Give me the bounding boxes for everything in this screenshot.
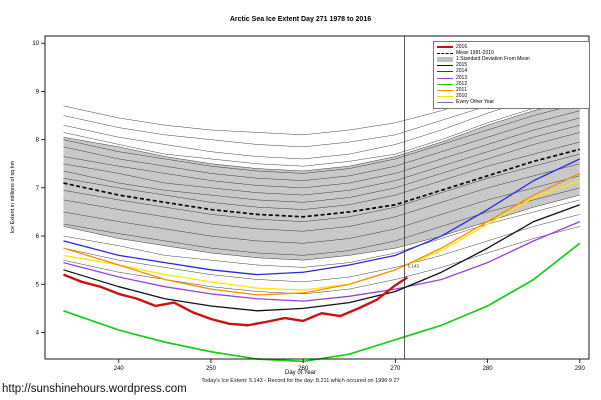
- legend-label: 2015: [456, 62, 468, 69]
- other-year-line: [63, 163, 580, 232]
- series-2013: [63, 221, 581, 302]
- series-2012: [63, 242, 581, 363]
- other-year-line: [63, 153, 580, 222]
- std-dev-band: [63, 98, 580, 261]
- legend-entry-2016: 2016: [437, 44, 586, 50]
- other-year-line: [63, 214, 580, 283]
- legend-entry-2012: 2012: [437, 81, 586, 87]
- legend-label: 2010: [456, 93, 468, 100]
- y-tick-label: 6: [36, 234, 40, 240]
- legend-entry-2014: 2014: [437, 69, 586, 75]
- legend-swatch: [437, 89, 453, 91]
- other-year-line: [63, 103, 580, 174]
- current-value-label: 5.143: [408, 263, 420, 268]
- legend-swatch: [437, 56, 453, 62]
- std-dev-upper-edge: [63, 98, 580, 172]
- legend-label: 1 Standard Deviation From Mean: [456, 55, 530, 62]
- legend-label: 2016: [456, 43, 468, 50]
- x-tick-label: 270: [390, 366, 401, 372]
- series-2016: [63, 273, 409, 327]
- y-tick-label: 7: [36, 186, 40, 192]
- legend-entry-2011: 2011: [437, 87, 586, 93]
- legend-entry-mean-1981-2010: Mean 1981-2010: [437, 50, 586, 56]
- legend-swatch: [437, 65, 453, 67]
- x-axis-label: Day of Year: [284, 370, 317, 376]
- other-year-line: [63, 141, 580, 210]
- y-tick-label: 9: [36, 89, 40, 95]
- other-year-line: [63, 199, 580, 268]
- other-year-line: [63, 110, 580, 181]
- legend-swatch: [437, 83, 453, 85]
- legend-entry-every-other-year: Every Other Year: [437, 100, 586, 106]
- legend-entry-2010: 2010: [437, 94, 586, 100]
- x-tick-label: 280: [483, 366, 494, 372]
- other-year-line: [63, 86, 580, 160]
- other-year-line: [63, 175, 580, 244]
- series-2015: [63, 204, 581, 312]
- chart-title: Arctic Sea Ice Extent Day 271 1978 to 20…: [229, 16, 372, 23]
- other-year-line: [63, 226, 580, 295]
- series-2010: [63, 180, 581, 291]
- legend-swatch: [437, 46, 453, 49]
- other-year-line: [63, 117, 580, 189]
- legend-swatch: [437, 96, 453, 98]
- x-tick-label: 260: [298, 366, 309, 372]
- series-2014: [63, 158, 581, 276]
- legend-label: Every Other Year: [456, 99, 495, 106]
- legend: 2016 Mean 1981-2010 1 Standard Deviation F…: [433, 41, 590, 109]
- other-year-line: [63, 132, 580, 203]
- x-tick-label: 250: [206, 366, 217, 372]
- x-tick-label: 240: [114, 366, 125, 372]
- legend-entry-1-standard-deviation-from-mean: 1 Standard Deviation From Mean: [437, 56, 586, 62]
- other-year-line: [63, 124, 580, 196]
- other-year-line: [63, 93, 580, 167]
- y-tick-label: 8: [36, 138, 40, 144]
- legend-swatch: [437, 77, 453, 79]
- legend-swatch: [437, 52, 453, 54]
- legend-swatch: [437, 71, 453, 73]
- other-year-line: [63, 187, 580, 256]
- y-tick-label: 4: [36, 330, 40, 336]
- legend-label: Mean 1981-2010: [456, 49, 494, 56]
- axis-box: [44, 35, 590, 360]
- legend-swatch: [437, 102, 453, 104]
- legend-entry-2015: 2015: [437, 63, 586, 69]
- legend-label: 2013: [456, 74, 468, 81]
- y-axis-label: Ice Extent in millions of sq km: [10, 160, 16, 234]
- y-tick-label: 10: [32, 41, 39, 47]
- footer-note: Today's Ice Extent: 5.143 - Record for t…: [201, 378, 400, 384]
- y-tick-label: 5: [36, 282, 40, 288]
- legend-label: 2014: [456, 68, 468, 75]
- series-2011: [63, 172, 581, 296]
- legend-entry-2013: 2013: [437, 75, 586, 81]
- legend-label: 2012: [456, 80, 468, 87]
- source-url: http://sunshinehours.wordpress.com: [2, 383, 187, 395]
- x-tick-label: 290: [575, 366, 586, 372]
- legend-label: 2011: [456, 86, 467, 93]
